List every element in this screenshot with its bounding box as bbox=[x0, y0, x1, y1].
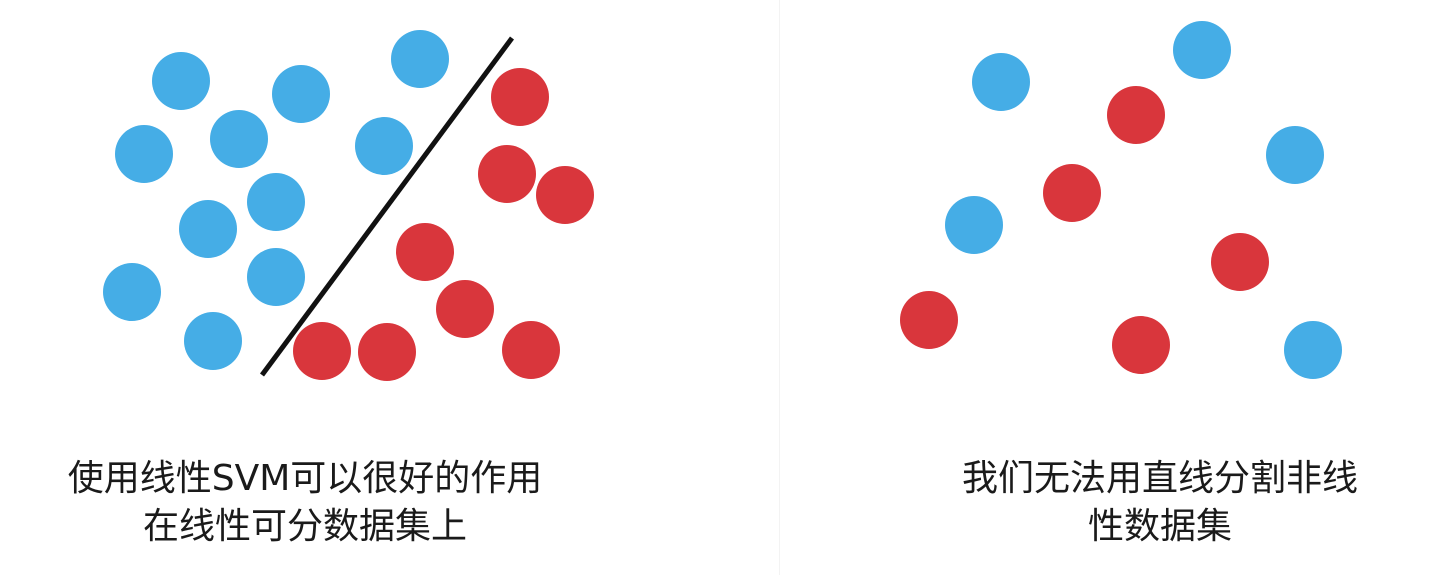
right-caption-line-2: 性数据集 bbox=[1087, 506, 1232, 547]
right-caption: 我们无法用直线分割非线 性数据集 bbox=[900, 455, 1420, 551]
left-red-point bbox=[396, 223, 454, 281]
right-scatter-points bbox=[900, 21, 1342, 379]
right-blue-point bbox=[945, 196, 1003, 254]
right-blue-point bbox=[1266, 126, 1324, 184]
left-red-point bbox=[491, 68, 549, 126]
left-blue-point bbox=[184, 312, 242, 370]
left-red-point bbox=[536, 166, 594, 224]
left-blue-point bbox=[115, 125, 173, 183]
linear-separator-line bbox=[259, 36, 515, 377]
right-blue-point bbox=[1284, 321, 1342, 379]
left-caption-line-1: 使用线性SVM可以很好的作用 bbox=[67, 458, 543, 499]
left-blue-point bbox=[152, 52, 210, 110]
left-red-point bbox=[436, 280, 494, 338]
left-blue-point bbox=[272, 65, 330, 123]
left-blue-point bbox=[179, 200, 237, 258]
right-blue-point bbox=[972, 53, 1030, 111]
left-blue-point bbox=[247, 248, 305, 306]
left-red-point bbox=[293, 322, 351, 380]
right-red-point bbox=[1211, 233, 1269, 291]
left-blue-point bbox=[210, 110, 268, 168]
right-caption-line-1: 我们无法用直线分割非线 bbox=[961, 458, 1358, 499]
right-red-point bbox=[1043, 164, 1101, 222]
left-blue-point bbox=[391, 30, 449, 88]
left-blue-point bbox=[355, 117, 413, 175]
right-red-point bbox=[1107, 86, 1165, 144]
right-red-point bbox=[1112, 316, 1170, 374]
left-blue-point bbox=[247, 173, 305, 231]
left-red-point bbox=[358, 323, 416, 381]
left-caption-line-2: 在线性可分数据集上 bbox=[142, 506, 467, 547]
left-red-point bbox=[502, 321, 560, 379]
right-red-point bbox=[900, 291, 958, 349]
right-blue-point bbox=[1173, 21, 1231, 79]
left-scatter-points bbox=[103, 30, 594, 381]
left-red-point bbox=[478, 145, 536, 203]
panel-divider bbox=[779, 0, 780, 575]
left-blue-point bbox=[103, 263, 161, 321]
left-caption: 使用线性SVM可以很好的作用 在线性可分数据集上 bbox=[20, 455, 590, 551]
